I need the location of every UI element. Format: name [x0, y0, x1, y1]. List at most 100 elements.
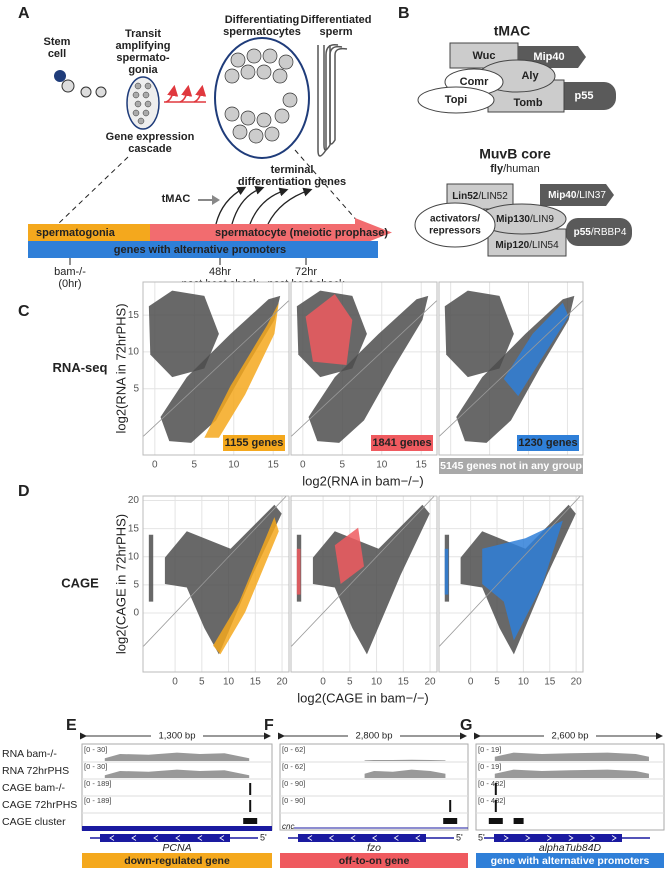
- x-tick-label: 5: [340, 460, 346, 471]
- protein-label: Wuc: [472, 50, 495, 62]
- fly: Mip130: [496, 214, 530, 225]
- protein: [566, 218, 632, 246]
- gene-name: cnc: [282, 822, 294, 831]
- highlight-cloud: [503, 302, 569, 397]
- strand-chevron: [350, 835, 356, 841]
- regulators-label: activators/: [430, 214, 480, 225]
- sep: /: [478, 191, 481, 202]
- panel-label: D: [18, 483, 30, 500]
- human: LIN54: [532, 240, 559, 251]
- y-tick-label: 5: [133, 579, 139, 590]
- footer-label: off-to-on gene: [339, 855, 410, 867]
- protein-label: Mip120/LIN54: [495, 240, 559, 251]
- track-name: CAGE cluster: [2, 816, 66, 828]
- sep: /: [530, 214, 533, 225]
- plot-border: [438, 281, 584, 456]
- highlight-cloud: [305, 294, 353, 366]
- count-label: 1155 genes: [225, 437, 284, 449]
- other-box: [439, 458, 583, 474]
- strand-chevron: [546, 835, 552, 841]
- row-label: RNA-seq: [53, 360, 108, 375]
- fly: Lin52: [452, 191, 479, 202]
- x-tick-label: 15: [544, 677, 556, 688]
- scatter-panels: C RNA-seq log2(RNA in 72hrPHS) log2(RNA in …: [18, 281, 584, 705]
- strand-chevron: [393, 835, 399, 841]
- protein-label: Lin52/LIN52: [452, 191, 508, 202]
- track-range: [0 - 90]: [282, 779, 305, 788]
- cage-cluster: [488, 818, 503, 824]
- timepoint: bam-/-: [54, 266, 86, 278]
- strand-chevron: [153, 835, 159, 841]
- highlight-cloud: [296, 548, 301, 595]
- track-panels: RNA bam-/- RNA 72hrPHS CAGE bam-/- CAGE 72h…: [2, 717, 665, 868]
- plot-border: [142, 281, 290, 456]
- footer-box: [280, 853, 468, 868]
- x-tick-label: 10: [223, 677, 235, 688]
- terminal-label: differentiation genes: [238, 176, 346, 188]
- count-label: 1841 genes: [372, 437, 431, 449]
- panel-label: F: [264, 717, 274, 734]
- cell: [80, 86, 92, 98]
- scale-bg: [348, 730, 400, 742]
- count-box: [517, 435, 579, 451]
- track-frame: [279, 743, 469, 831]
- point-cloud: [444, 290, 514, 378]
- human: LIN37: [579, 190, 606, 201]
- scatter-plot: 0 5 10 15 20 0 5 10 15 20: [128, 495, 290, 688]
- x-tick-label: 10: [376, 460, 388, 471]
- y-tick-label: 10: [128, 551, 140, 562]
- tmac-label: tMAC: [162, 193, 191, 205]
- point-cloud: [148, 290, 219, 378]
- scatter-plot: 0510151230 genes: [438, 281, 584, 471]
- cell-label: sperm: [319, 26, 352, 38]
- activation-arrows: [215, 185, 313, 225]
- cage-signal: [249, 783, 252, 795]
- footer-label: down-regulated gene: [124, 855, 230, 867]
- human: human: [506, 163, 540, 175]
- panel-a: A Stem cell Transit amplifying spermato-…: [18, 5, 392, 290]
- protein-label: p55: [575, 90, 594, 102]
- cage-cluster: [243, 818, 258, 824]
- x-tick-label: 10: [518, 677, 530, 688]
- y-tick-label: 10: [128, 347, 140, 358]
- track-range: [0 - 189]: [84, 796, 112, 805]
- five-prime: 5': [456, 832, 463, 842]
- strand-chevron: [197, 835, 203, 841]
- y-axis-label: log2(CAGE in 72hrPHS): [113, 514, 128, 654]
- timepoint: 48hr: [209, 266, 231, 278]
- complex-title: MuvB core: [479, 146, 551, 162]
- spermatocytes: [224, 48, 298, 144]
- sep: /: [529, 240, 532, 251]
- cyst-cells: [132, 82, 152, 125]
- strand-chevron: [415, 835, 421, 841]
- scale-label: 2,600 bp: [552, 731, 589, 742]
- x-tick-label: 5: [494, 677, 500, 688]
- row-label: CAGE: [61, 575, 99, 590]
- human: RBBP4: [594, 227, 627, 238]
- identity-line: [142, 300, 290, 437]
- five-prime: 5': [478, 832, 485, 842]
- x-axis-label: log2(CAGE in bam−/−): [297, 690, 429, 705]
- track-name: RNA bam-/-: [2, 748, 57, 760]
- strand-chevron: [568, 835, 574, 841]
- cage-signal: [494, 800, 497, 812]
- point-cloud: [160, 295, 281, 443]
- cell-label: Differentiated: [301, 14, 372, 26]
- track-range: [0 - 189]: [84, 779, 112, 788]
- scale-label: 2,800 bp: [356, 731, 393, 742]
- protein-label: p55/RBBP4: [574, 227, 627, 238]
- coverage: [494, 752, 649, 761]
- cell-label: spermato-: [116, 52, 170, 64]
- x-tick-label: 20: [571, 677, 583, 688]
- alt-bar: [28, 241, 378, 258]
- protein-label: Aly: [521, 70, 539, 82]
- highlight-cloud: [204, 302, 279, 438]
- stage-bar: [28, 224, 150, 241]
- stage-label: spermatocyte (meiotic prophase): [215, 227, 388, 239]
- strand-chevron: [131, 835, 137, 841]
- protein-label: Mip130/LIN9: [496, 214, 554, 225]
- fly: p55: [574, 227, 592, 238]
- sep: /: [576, 190, 579, 201]
- strand-chevron: [307, 835, 313, 841]
